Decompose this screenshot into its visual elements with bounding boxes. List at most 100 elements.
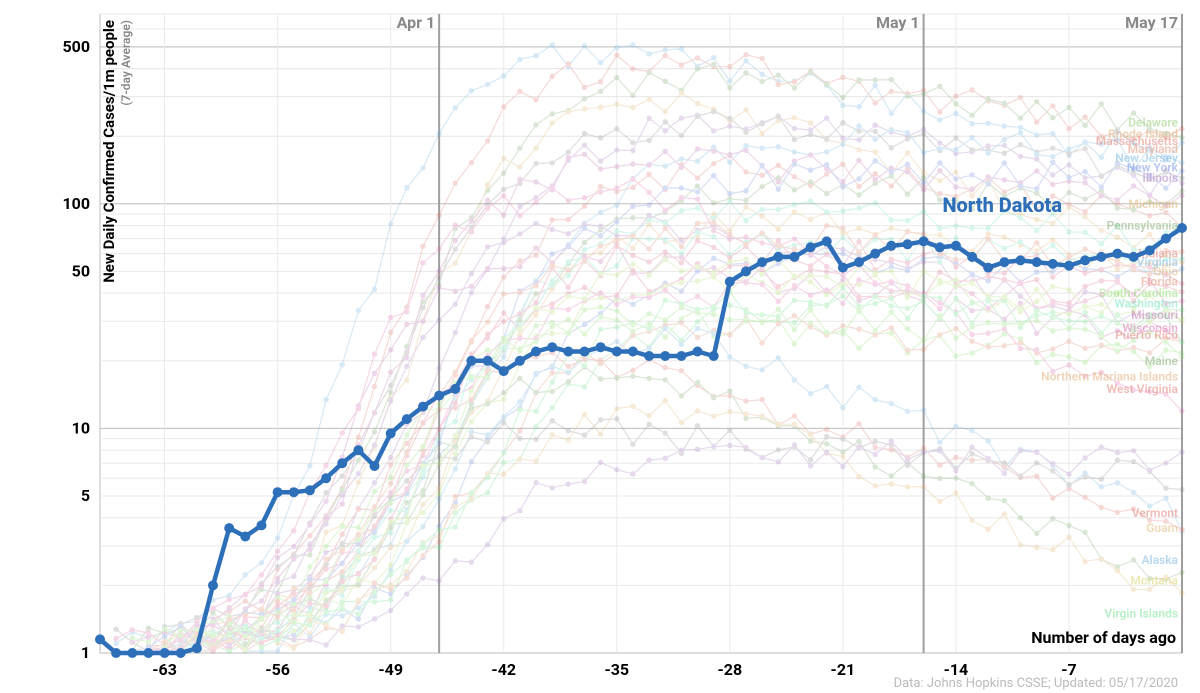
bg-series-marker	[1018, 306, 1023, 311]
bg-series-marker	[969, 272, 974, 277]
bg-series-marker	[856, 249, 861, 254]
bg-series-marker	[323, 642, 328, 647]
bg-series-marker	[1002, 471, 1007, 476]
bg-series-marker	[1050, 115, 1055, 120]
bg-series-marker	[953, 264, 958, 269]
bg-series-marker	[646, 138, 651, 143]
bg-series-marker	[646, 259, 651, 264]
bg-series-marker	[1002, 137, 1007, 142]
bg-series-marker	[1082, 530, 1087, 535]
bg-series-marker	[566, 481, 571, 486]
bg-series-marker	[727, 388, 732, 393]
main-series-marker	[822, 236, 832, 246]
bg-series-marker	[695, 310, 700, 315]
bg-series-marker	[1115, 568, 1120, 573]
bg-series-marker	[953, 311, 958, 316]
bg-series-marker	[485, 542, 490, 547]
bg-series-marker	[372, 442, 377, 447]
bg-series-marker	[695, 183, 700, 188]
bg-series-marker	[227, 597, 232, 602]
bg-series-marker	[1034, 331, 1039, 336]
bg-series-marker	[630, 268, 635, 273]
bg-series-marker	[1002, 511, 1007, 516]
bg-series-marker	[550, 485, 555, 490]
bg-series-marker	[840, 464, 845, 469]
bg-series-marker	[937, 84, 942, 89]
bg-series-marker	[743, 399, 748, 404]
bg-series-marker	[420, 165, 425, 170]
bg-series-marker	[340, 585, 345, 590]
bg-series-marker	[824, 303, 829, 308]
bg-series-marker	[630, 333, 635, 338]
bg-series-marker	[663, 164, 668, 169]
bg-series-marker	[453, 456, 458, 461]
bg-series-marker	[420, 319, 425, 324]
bg-series-marker	[178, 628, 183, 633]
bg-series-marker	[582, 384, 587, 389]
bg-series-marker	[582, 43, 587, 48]
bg-series-marker	[1082, 455, 1087, 460]
bg-series-marker	[695, 326, 700, 331]
bg-series-marker	[630, 204, 635, 209]
bg-series-marker	[1050, 131, 1055, 136]
bg-series-marker	[663, 47, 668, 52]
bg-series-marker	[792, 422, 797, 427]
bg-series-marker	[1099, 228, 1104, 233]
bg-series-marker	[986, 438, 991, 443]
bg-series-marker	[485, 206, 490, 211]
bg-series-marker	[663, 287, 668, 292]
bg-series-marker	[986, 121, 991, 126]
bg-series-marker	[856, 346, 861, 351]
bg-series-marker	[695, 205, 700, 210]
bg-series-marker	[808, 457, 813, 462]
bg-series-marker	[986, 306, 991, 311]
bg-series-marker	[630, 66, 635, 71]
bg-series-marker	[614, 126, 619, 131]
bg-series-marker	[953, 490, 958, 495]
bg-series-marker	[388, 221, 393, 226]
bg-series-marker	[323, 529, 328, 534]
bg-series-marker	[453, 558, 458, 563]
bg-series-marker	[1002, 143, 1007, 148]
bg-series-marker	[743, 317, 748, 322]
bg-series-marker	[356, 506, 361, 511]
bg-series-marker	[711, 228, 716, 233]
bg-series-marker	[1066, 146, 1071, 151]
bg-series-marker	[550, 331, 555, 336]
bg-series-marker	[307, 533, 312, 538]
bg-series-marker	[792, 115, 797, 120]
bg-series-marker	[501, 397, 506, 402]
bg-series-marker	[598, 233, 603, 238]
bg-series-marker	[727, 354, 732, 359]
bg-series-marker	[759, 340, 764, 345]
bg-series-marker	[873, 328, 878, 333]
bg-series-marker	[808, 463, 813, 468]
bg-series-marker	[1082, 196, 1087, 201]
bg-series-marker	[550, 370, 555, 375]
bg-series-marker	[840, 301, 845, 306]
bg-series-marker	[743, 130, 748, 135]
bg-series-marker	[921, 347, 926, 352]
bg-series-marker	[776, 73, 781, 78]
bg-series-marker	[663, 208, 668, 213]
bg-series-marker	[679, 320, 684, 325]
chart-svg: Apr 1May 1May 17151050100500-63-56-49-42…	[0, 0, 1200, 693]
bg-series-marker	[469, 290, 474, 295]
bg-series-marker	[453, 466, 458, 471]
bg-series-marker	[663, 226, 668, 231]
bg-series-marker	[453, 504, 458, 509]
bg-series-marker	[598, 327, 603, 332]
main-series-marker	[563, 347, 573, 357]
bg-series-marker	[1018, 154, 1023, 159]
bg-series-marker	[275, 648, 280, 653]
bg-series-marker	[388, 462, 393, 467]
bg-series-marker	[243, 592, 248, 597]
bg-series-marker	[453, 419, 458, 424]
bg-series-marker	[889, 226, 894, 231]
bg-series-marker	[533, 200, 538, 205]
bg-series-marker	[582, 96, 587, 101]
bg-series-marker	[889, 217, 894, 222]
bg-series-marker	[695, 294, 700, 299]
bg-series-marker	[598, 250, 603, 255]
bg-series-marker	[663, 257, 668, 262]
